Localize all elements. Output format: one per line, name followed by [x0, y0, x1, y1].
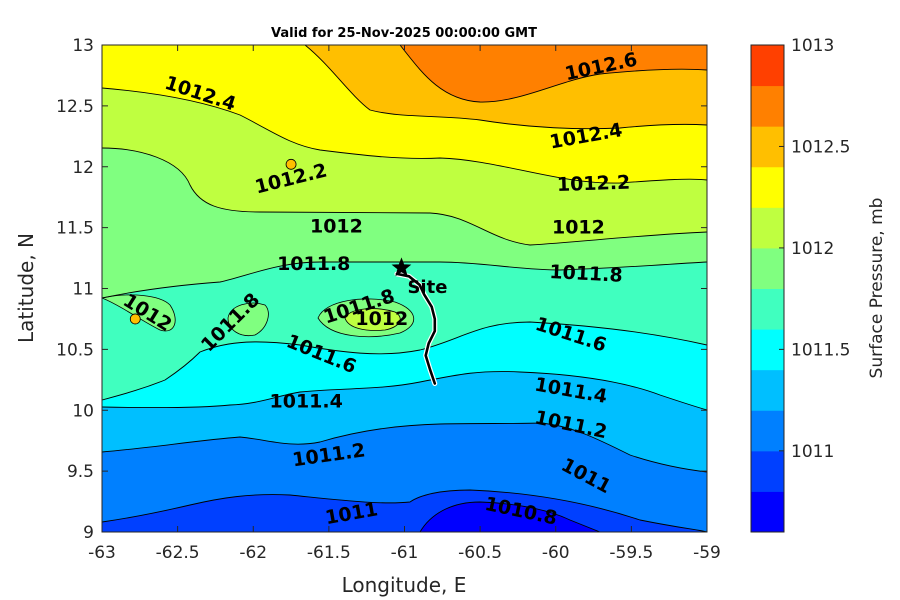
- colorbar-segment: [751, 207, 784, 249]
- colorbar-tick-label: 1011: [791, 442, 834, 462]
- colorbar-tick-label: 1012: [791, 239, 834, 259]
- band-1010-6: [420, 502, 600, 532]
- contour-label: 1011.8: [277, 253, 350, 275]
- x-tick-label: -62.5: [156, 543, 200, 563]
- site-track: [394, 271, 438, 386]
- y-tick-label: 12.5: [56, 97, 94, 117]
- y-tick-label: 13: [72, 36, 94, 56]
- x-tick-label: -59: [693, 543, 721, 563]
- y-axis-ticks: 9 9.5 10 10.5 11 11.5 12 12.5 13: [56, 36, 707, 543]
- x-tick-label: -63: [88, 543, 116, 563]
- extra-point: [129, 313, 141, 325]
- extra-points: [129, 158, 297, 325]
- site-marker: Site: [391, 257, 447, 298]
- colorbar-label: Surface Pressure, mb: [867, 198, 887, 379]
- pocket-mid: [227, 302, 269, 337]
- colorbar-segment: [751, 410, 784, 452]
- colorbar-segment: [751, 288, 784, 330]
- colorbar-segment: [751, 450, 784, 492]
- plot-area: [102, 45, 707, 532]
- contour-label: 1012: [355, 308, 408, 330]
- contour-label: 1012.2: [557, 172, 631, 197]
- colorbar-segment: [751, 126, 784, 168]
- chart-title: Valid for 25-Nov-2025 00:00:00 GMT: [271, 26, 537, 41]
- x-tick-label: -59.5: [609, 543, 653, 563]
- contour-lines: [102, 45, 707, 532]
- y-tick-label: 10.5: [56, 340, 94, 360]
- contour-label: 1012: [310, 215, 363, 237]
- x-axis-ticks: -63 -62.5 -62 -61.5 -61 -60.5 -60 -59.5 -59: [88, 45, 721, 563]
- contour-label: 1012: [552, 217, 605, 239]
- colorbar-segment: [751, 491, 784, 533]
- x-tick-label: -60: [542, 543, 570, 563]
- colorbar-segment: [751, 329, 784, 371]
- contour-label: 1011.8: [549, 261, 623, 287]
- colorbar-segment: [751, 166, 784, 208]
- colorbar-tick-label: 1013: [791, 36, 834, 56]
- y-tick-label: 12: [72, 158, 94, 178]
- colorbar-segment: [751, 369, 784, 411]
- colorbar-segment: [751, 85, 784, 127]
- site-star-icon: [391, 257, 412, 277]
- pocket-center-inner: [344, 308, 401, 331]
- x-tick-label: -62: [239, 543, 267, 563]
- y-tick-label: 11: [72, 280, 94, 300]
- x-tick-label: -61: [391, 543, 419, 563]
- colorbar-segment: [751, 45, 784, 87]
- track-line: [395, 272, 437, 385]
- x-axis-label: Longitude, E: [342, 573, 467, 597]
- y-tick-label: 11.5: [56, 219, 94, 239]
- x-tick-label: -61.5: [307, 543, 351, 563]
- pocket-left: [102, 294, 176, 332]
- site-label: Site: [407, 277, 447, 298]
- extra-point: [285, 158, 297, 170]
- y-tick-label: 9: [83, 523, 94, 543]
- colorbar-tick-label: 1012.5: [791, 137, 850, 157]
- y-tick-label: 9.5: [67, 462, 94, 482]
- colorbar-tick-label: 1011.5: [791, 340, 850, 360]
- y-tick-label: 10: [72, 401, 94, 421]
- colorbar-ticks: 1011 1011.5 1012 1012.5 1013: [779, 36, 850, 462]
- y-axis-label: Latitude, N: [14, 233, 38, 343]
- colorbar-segment: [751, 247, 784, 289]
- contour-label: 1011.4: [270, 391, 343, 413]
- colorbar-frame: [750, 44, 785, 533]
- colorbar: [750, 44, 785, 533]
- x-tick-label: -60.5: [458, 543, 502, 563]
